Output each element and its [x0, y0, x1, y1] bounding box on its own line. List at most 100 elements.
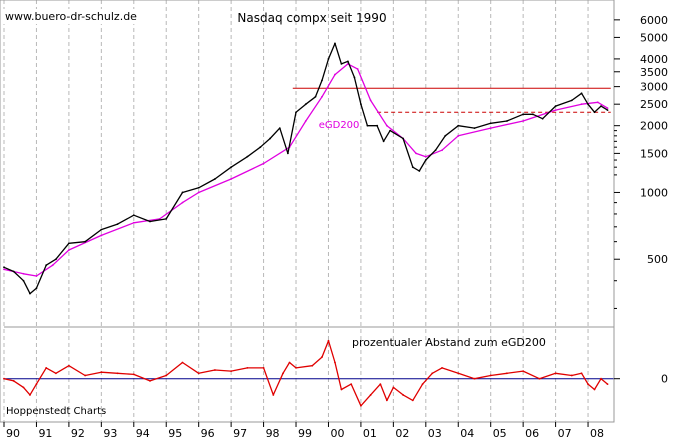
deviation-line-point: [441, 366, 443, 369]
y-tick-label: 2500: [640, 98, 668, 111]
deviation-line-point: [321, 356, 323, 358]
nasdaq-line-point: [321, 79, 323, 82]
egd200-line-point: [606, 107, 609, 110]
x-tick-label: 08: [590, 427, 604, 440]
nasdaq-line-point: [457, 124, 460, 127]
deviation-line-point: [606, 383, 609, 386]
nasdaq-line-point: [424, 159, 427, 161]
deviation-line-point: [340, 388, 343, 391]
x-tick-label: 07: [558, 427, 572, 440]
grid-layer: [3, 0, 589, 422]
egd200-line-point: [554, 109, 557, 112]
x-tick-label: 94: [136, 427, 150, 440]
y-tick-label: 3000: [640, 81, 668, 94]
egd200-line-point: [230, 178, 233, 180]
y-tick-label: 3500: [640, 66, 668, 79]
nasdaq-line-point: [22, 279, 25, 282]
nasdaq-line-point: [181, 191, 184, 194]
deviation-line-point: [593, 388, 596, 391]
egd200-line-point: [385, 124, 388, 127]
x-tick-label: 93: [103, 427, 117, 440]
x-tick-label: 91: [38, 427, 52, 440]
deviation-line-point: [580, 372, 583, 375]
nasdaq-line-point: [587, 103, 589, 106]
nasdaq-line-point: [366, 124, 369, 127]
deviation-line-point: [116, 372, 119, 375]
deviation-line-point: [522, 370, 525, 373]
deviation-line-point: [262, 366, 265, 369]
x-tick-label: 00: [330, 427, 344, 440]
nasdaq-line-point: [132, 214, 135, 217]
egd200-line-point: [262, 162, 265, 165]
nasdaq-line-point: [334, 42, 336, 45]
egd200-line-point: [369, 99, 372, 102]
nasdaq-line-point: [434, 149, 437, 152]
reference-lines: [4, 87, 614, 380]
nasdaq-line-point: [353, 76, 356, 79]
deviation-line-point: [12, 379, 15, 382]
deviation-line-point: [165, 374, 168, 377]
deviation-line-point: [29, 394, 31, 396]
deviation-line-point: [197, 372, 200, 375]
nasdaq-line-point: [84, 240, 87, 243]
nasdaq-line-point: [214, 178, 216, 180]
deviation-line-point: [334, 361, 336, 364]
deviation-line-point: [295, 366, 297, 369]
deviation-line-point: [554, 372, 557, 375]
egd200-line-point: [67, 249, 70, 251]
egd200-line-point: [489, 127, 492, 130]
nasdaq-line-point: [327, 58, 330, 60]
nasdaq-line-point: [287, 152, 289, 155]
watermark: www.buero-dr-schulz.de: [3, 9, 139, 24]
nasdaq-line-point: [3, 266, 5, 269]
nasdaq-line-point: [29, 292, 31, 295]
deviation-line-point: [84, 374, 87, 377]
x-tick-label: 96: [201, 427, 215, 440]
nasdaq-line-point: [554, 105, 557, 108]
nasdaq-line-point: [230, 166, 233, 169]
x-tick-label: 90: [6, 427, 20, 440]
deviation-line-point: [570, 374, 573, 377]
deviation-line-point: [311, 364, 314, 367]
deviation-line-point: [350, 383, 353, 386]
egd200-line-point: [522, 120, 525, 122]
main-chart-title: Nasdaq compx seit 1990: [237, 11, 386, 25]
x-tick-label: 04: [460, 427, 474, 440]
deviation-line-point: [67, 364, 70, 367]
deviation-line-point: [473, 377, 476, 380]
nasdaq-line-point: [269, 137, 271, 140]
nasdaq-line-point: [67, 242, 70, 245]
egd200-line-point: [51, 264, 54, 267]
deviation-line-point: [457, 372, 460, 375]
x-tick-label: 98: [266, 427, 280, 440]
deviation-line-point: [379, 383, 382, 386]
deviation-line-point: [272, 394, 275, 396]
nasdaq-line-point: [541, 117, 544, 120]
deviation-line-point: [411, 399, 414, 402]
nasdaq-line-point: [347, 60, 349, 63]
nasdaq-line-point: [506, 120, 508, 122]
nasdaq-line-point: [149, 220, 151, 223]
sub-y-tick-label: 0: [661, 373, 668, 386]
egd200-line-point: [334, 73, 336, 76]
y-tick-label: 2000: [640, 120, 668, 133]
nasdaq-line-point: [360, 103, 362, 106]
deviation-line-point: [3, 377, 5, 380]
deviation-line-point: [282, 372, 284, 375]
deviation-line-point: [246, 366, 249, 369]
deviation-line-point: [369, 394, 372, 396]
deviation-line-point: [506, 372, 508, 375]
nasdaq-line-point: [295, 111, 297, 114]
nasdaq-line-point: [522, 113, 525, 116]
deviation-line-point: [600, 377, 602, 380]
egd200-line-point: [441, 149, 443, 152]
nasdaq-line-point: [165, 217, 168, 220]
egd200-line-point: [181, 201, 184, 204]
deviation-line-point: [230, 370, 233, 373]
deviation-line-point: [149, 379, 151, 382]
nasdaq-line-point: [340, 62, 343, 65]
nasdaq-line-point: [473, 127, 476, 130]
nasdaq-line-point: [444, 134, 447, 137]
nasdaq-line-point: [45, 264, 48, 267]
